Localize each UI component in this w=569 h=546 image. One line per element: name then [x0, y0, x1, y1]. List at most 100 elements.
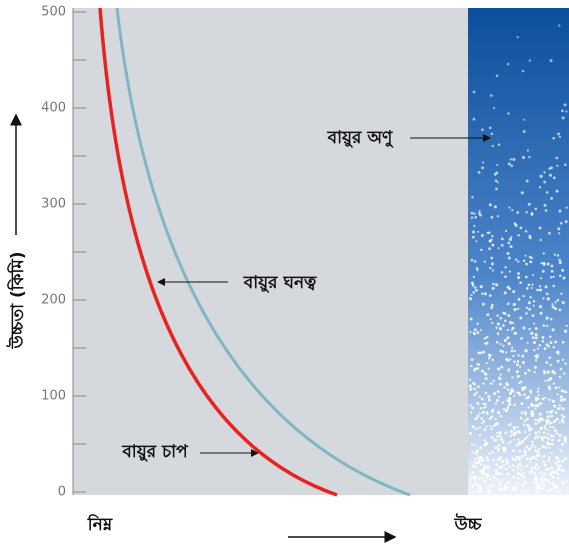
dot	[504, 229, 508, 233]
dot	[534, 396, 538, 400]
dot	[550, 482, 554, 486]
dot	[551, 399, 556, 403]
dot	[519, 416, 523, 420]
dot	[472, 491, 475, 494]
dot	[475, 391, 478, 394]
dot	[544, 285, 548, 289]
dot	[506, 251, 510, 256]
dot	[512, 157, 516, 161]
dot	[511, 208, 514, 212]
dot	[563, 329, 568, 333]
dot	[472, 331, 475, 334]
dot	[489, 425, 492, 428]
dot	[494, 422, 498, 427]
dot	[527, 406, 530, 409]
dot	[552, 284, 555, 288]
dot	[554, 411, 558, 414]
dot	[504, 409, 509, 413]
dot	[488, 239, 491, 243]
dot	[519, 281, 522, 285]
dot	[522, 475, 526, 479]
dot	[473, 475, 477, 478]
dot	[537, 430, 541, 434]
dot	[471, 464, 475, 468]
dot	[488, 488, 491, 492]
dot	[552, 176, 556, 180]
dot	[534, 327, 538, 331]
dot	[508, 237, 513, 241]
y-tick-label: 300	[41, 197, 66, 212]
dot	[497, 143, 501, 147]
dot	[497, 458, 500, 462]
dot	[470, 358, 474, 362]
dot	[534, 435, 537, 439]
dot	[564, 220, 568, 224]
dot	[523, 419, 527, 423]
dot	[476, 331, 480, 335]
dot	[488, 294, 492, 297]
dot	[531, 336, 535, 340]
dot	[518, 393, 522, 397]
dot	[542, 369, 546, 373]
dot	[517, 275, 521, 280]
dot	[476, 401, 480, 405]
dot	[520, 454, 524, 459]
dot	[531, 444, 534, 447]
dot	[472, 284, 475, 287]
dot	[526, 435, 529, 438]
dot	[473, 328, 477, 332]
dot	[544, 396, 547, 400]
dot	[496, 181, 499, 184]
dot	[530, 286, 533, 290]
dot	[544, 379, 547, 382]
dot	[507, 162, 511, 166]
dot	[476, 414, 480, 418]
dot	[548, 231, 551, 235]
dot	[565, 110, 568, 113]
dot	[550, 197, 553, 200]
dot	[521, 354, 525, 358]
dot	[558, 209, 562, 213]
dot	[515, 456, 518, 459]
dot	[497, 444, 501, 448]
dot	[528, 255, 532, 259]
dot	[504, 459, 509, 463]
dot	[493, 438, 496, 442]
y-tick-label: 500	[41, 5, 66, 20]
dot	[502, 344, 505, 348]
dot	[472, 230, 476, 234]
dot	[483, 292, 487, 296]
dot	[556, 350, 560, 354]
dot	[553, 371, 556, 375]
dot	[490, 415, 494, 419]
dot	[558, 434, 562, 438]
dot	[488, 484, 492, 488]
dot	[528, 424, 531, 427]
dot	[496, 322, 500, 326]
dot	[499, 342, 502, 345]
dot	[543, 435, 547, 439]
dot	[504, 275, 507, 279]
dot	[507, 62, 510, 66]
dot	[524, 480, 527, 484]
dot	[524, 275, 528, 279]
dot	[533, 404, 536, 407]
dot	[532, 304, 535, 307]
dot	[472, 275, 475, 279]
dot	[479, 406, 482, 410]
dot	[482, 467, 486, 471]
dot	[473, 387, 476, 391]
dot	[540, 426, 544, 430]
dot	[486, 313, 490, 317]
dot	[542, 431, 546, 435]
dot	[549, 317, 553, 321]
dot	[531, 472, 534, 475]
dot	[560, 109, 564, 113]
dot	[529, 260, 533, 264]
dot	[516, 35, 519, 39]
dot	[543, 463, 547, 467]
dot	[512, 354, 515, 358]
dot	[477, 460, 481, 464]
dot	[481, 128, 484, 132]
dot	[485, 341, 489, 345]
